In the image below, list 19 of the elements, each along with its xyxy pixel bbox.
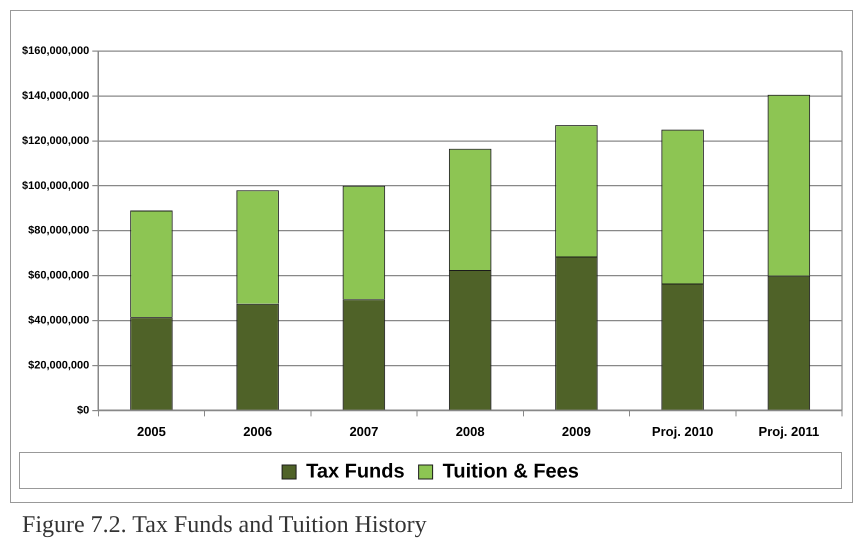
y-tick-label: $100,000,000 xyxy=(22,180,90,192)
y-tick-label: $160,000,000 xyxy=(22,45,90,58)
y-tick-label: $140,000,000 xyxy=(22,90,90,102)
caption: Figure 7.2. Tax Funds and Tuition History xyxy=(22,512,427,539)
x-tick-label: 2007 xyxy=(349,424,378,439)
x-tick-label: Proj. 2010 xyxy=(652,424,714,439)
y-tick-label: $20,000,000 xyxy=(28,360,90,372)
x-tick-label: 2005 xyxy=(136,424,166,439)
x-tick-label: Proj. 2011 xyxy=(758,424,820,439)
x-tick-label: 2009 xyxy=(562,424,591,439)
y-tick-label: $80,000,000 xyxy=(28,224,90,237)
legend-label: Tax Funds xyxy=(306,460,405,483)
legend-label: Tuition & Fees xyxy=(442,460,579,483)
x-tick-label: 2006 xyxy=(243,424,272,439)
x-tick-label: 2008 xyxy=(456,424,485,439)
y-tick-label: $120,000,000 xyxy=(22,134,90,147)
y-tick-label: $0 xyxy=(77,404,90,416)
y-tick-label: $40,000,000 xyxy=(28,314,90,327)
y-tick-label: $60,000,000 xyxy=(28,270,90,282)
